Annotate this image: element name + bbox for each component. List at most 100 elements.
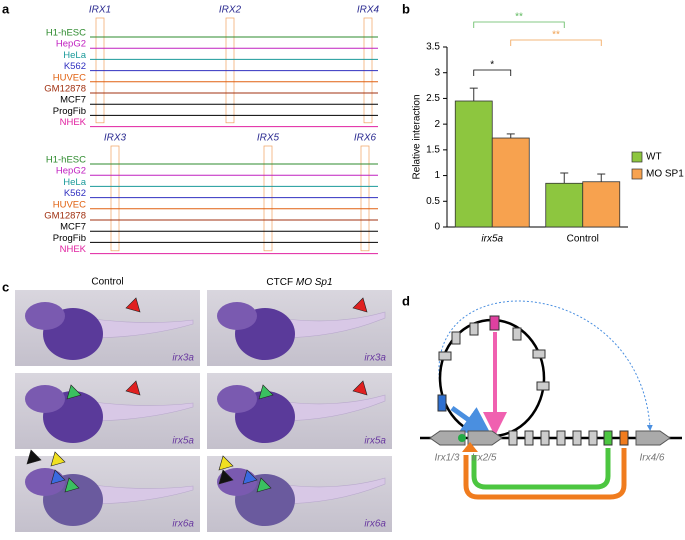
- y-tick-label: 1: [434, 170, 440, 181]
- column-label: Control: [91, 277, 123, 288]
- genes: [429, 430, 671, 446]
- panel-letter: d: [402, 293, 410, 308]
- track-label: NHEK: [60, 244, 87, 255]
- embryo-head: [25, 302, 65, 330]
- track-label: HUVEC: [53, 72, 86, 83]
- track-label: GM12878: [44, 211, 86, 222]
- diagram: [420, 300, 682, 500]
- track-label: H1-hESC: [46, 155, 86, 166]
- arrowhead: [125, 297, 141, 313]
- pink-box: [489, 315, 500, 331]
- track-label: MCF7: [60, 95, 86, 106]
- arrowhead: [352, 297, 368, 313]
- y-tick-label: 0: [434, 222, 440, 233]
- gene-tag: irx6a: [172, 519, 194, 530]
- column-label-italic: MO Sp1: [296, 277, 333, 288]
- y-axis-label: Relative interaction: [412, 94, 423, 179]
- arrowhead: [352, 380, 368, 396]
- y-tick-label: 1.5: [426, 144, 440, 155]
- blue-arrow: [450, 405, 493, 437]
- legend-swatch: [631, 151, 643, 163]
- track-label: HUVEC: [53, 199, 86, 210]
- embryo-tail: [276, 311, 386, 339]
- gene-tag: irx3a: [172, 353, 194, 364]
- legend-label: WT: [646, 152, 662, 163]
- enhancers: [508, 430, 629, 446]
- ctcf-dot: [458, 434, 466, 442]
- arrowhead: [218, 469, 234, 485]
- gene-label: Irx1/3: [434, 453, 459, 464]
- track-label: K562: [64, 61, 86, 72]
- green-arrow: [471, 448, 611, 490]
- track-label: HepG2: [56, 39, 86, 50]
- y-tick-label: 3: [434, 67, 440, 78]
- gene-label: IRX3: [104, 133, 127, 144]
- embryo-tail: [84, 317, 194, 339]
- track-label: HepG2: [56, 166, 86, 177]
- embryo-tail: [84, 483, 194, 505]
- arrowhead: [258, 384, 274, 400]
- gene-tag: irx5a: [364, 436, 386, 447]
- bar: [454, 100, 493, 228]
- track-label: NHEK: [60, 117, 87, 128]
- sig-label: **: [552, 30, 560, 41]
- sig-label: **: [515, 12, 523, 23]
- gene-tag: irx5a: [172, 436, 194, 447]
- x-tick-label: Control: [567, 234, 599, 245]
- embryo-head: [25, 385, 65, 413]
- gene-label: IRX1: [89, 5, 111, 16]
- arrowhead: [218, 455, 234, 471]
- gene-label: IRX6: [354, 133, 377, 144]
- arrowhead: [26, 449, 42, 465]
- arrowhead: [64, 477, 80, 493]
- embryo-tail: [84, 400, 194, 422]
- gene-label: IRX2: [219, 5, 242, 16]
- track-label: K562: [64, 188, 86, 199]
- arrowhead: [242, 469, 258, 485]
- y-tick-label: 2.5: [426, 93, 440, 104]
- x-tick-label: irx5a: [481, 234, 503, 245]
- track-label: H1-hESC: [46, 28, 86, 39]
- column-label-part: CTCF: [266, 277, 293, 288]
- sig-bracket: [473, 69, 512, 76]
- gene-tag: irx3a: [364, 353, 386, 364]
- embryo-head: [217, 302, 257, 330]
- dotted-arc: [438, 300, 653, 431]
- embryo-tail: [276, 477, 386, 505]
- y-tick-label: 3.5: [426, 42, 440, 53]
- gene-label: IRX4: [357, 5, 380, 16]
- sig-label: *: [490, 60, 494, 71]
- orange-arrow: [463, 448, 627, 500]
- track-label: ProgFib: [53, 106, 86, 117]
- track-label: GM12878: [44, 84, 86, 95]
- embryo-tail: [276, 394, 386, 422]
- y-tick-label: 2: [434, 119, 440, 130]
- arrowhead: [66, 384, 82, 400]
- arrowhead: [125, 380, 141, 396]
- loop-boxes: [438, 322, 550, 391]
- panel-letter: c: [2, 279, 9, 294]
- panel-letter: b: [402, 1, 410, 16]
- sig-bracket: [473, 21, 565, 28]
- sig-bracket: [510, 39, 602, 46]
- track-label: ProgFib: [53, 233, 86, 244]
- gene-label: IRX5: [257, 133, 280, 144]
- gene-box: [360, 145, 370, 252]
- gene-tag: irx6a: [364, 519, 386, 530]
- embryo-head: [217, 385, 257, 413]
- arrowhead: [50, 469, 66, 485]
- gene-box: [110, 145, 120, 252]
- arrowhead: [50, 451, 66, 467]
- bar: [545, 182, 584, 228]
- gene-box: [263, 145, 273, 252]
- track-label: HeLa: [63, 50, 86, 61]
- panel-letter: a: [2, 1, 10, 16]
- track-label: HeLa: [63, 177, 86, 188]
- arrowhead: [462, 442, 478, 452]
- legend-swatch: [631, 168, 643, 180]
- y-tick-label: 0.5: [426, 196, 440, 207]
- bar: [582, 181, 621, 228]
- arrowhead: [256, 477, 272, 493]
- gene-label: Irx4/6: [639, 453, 664, 464]
